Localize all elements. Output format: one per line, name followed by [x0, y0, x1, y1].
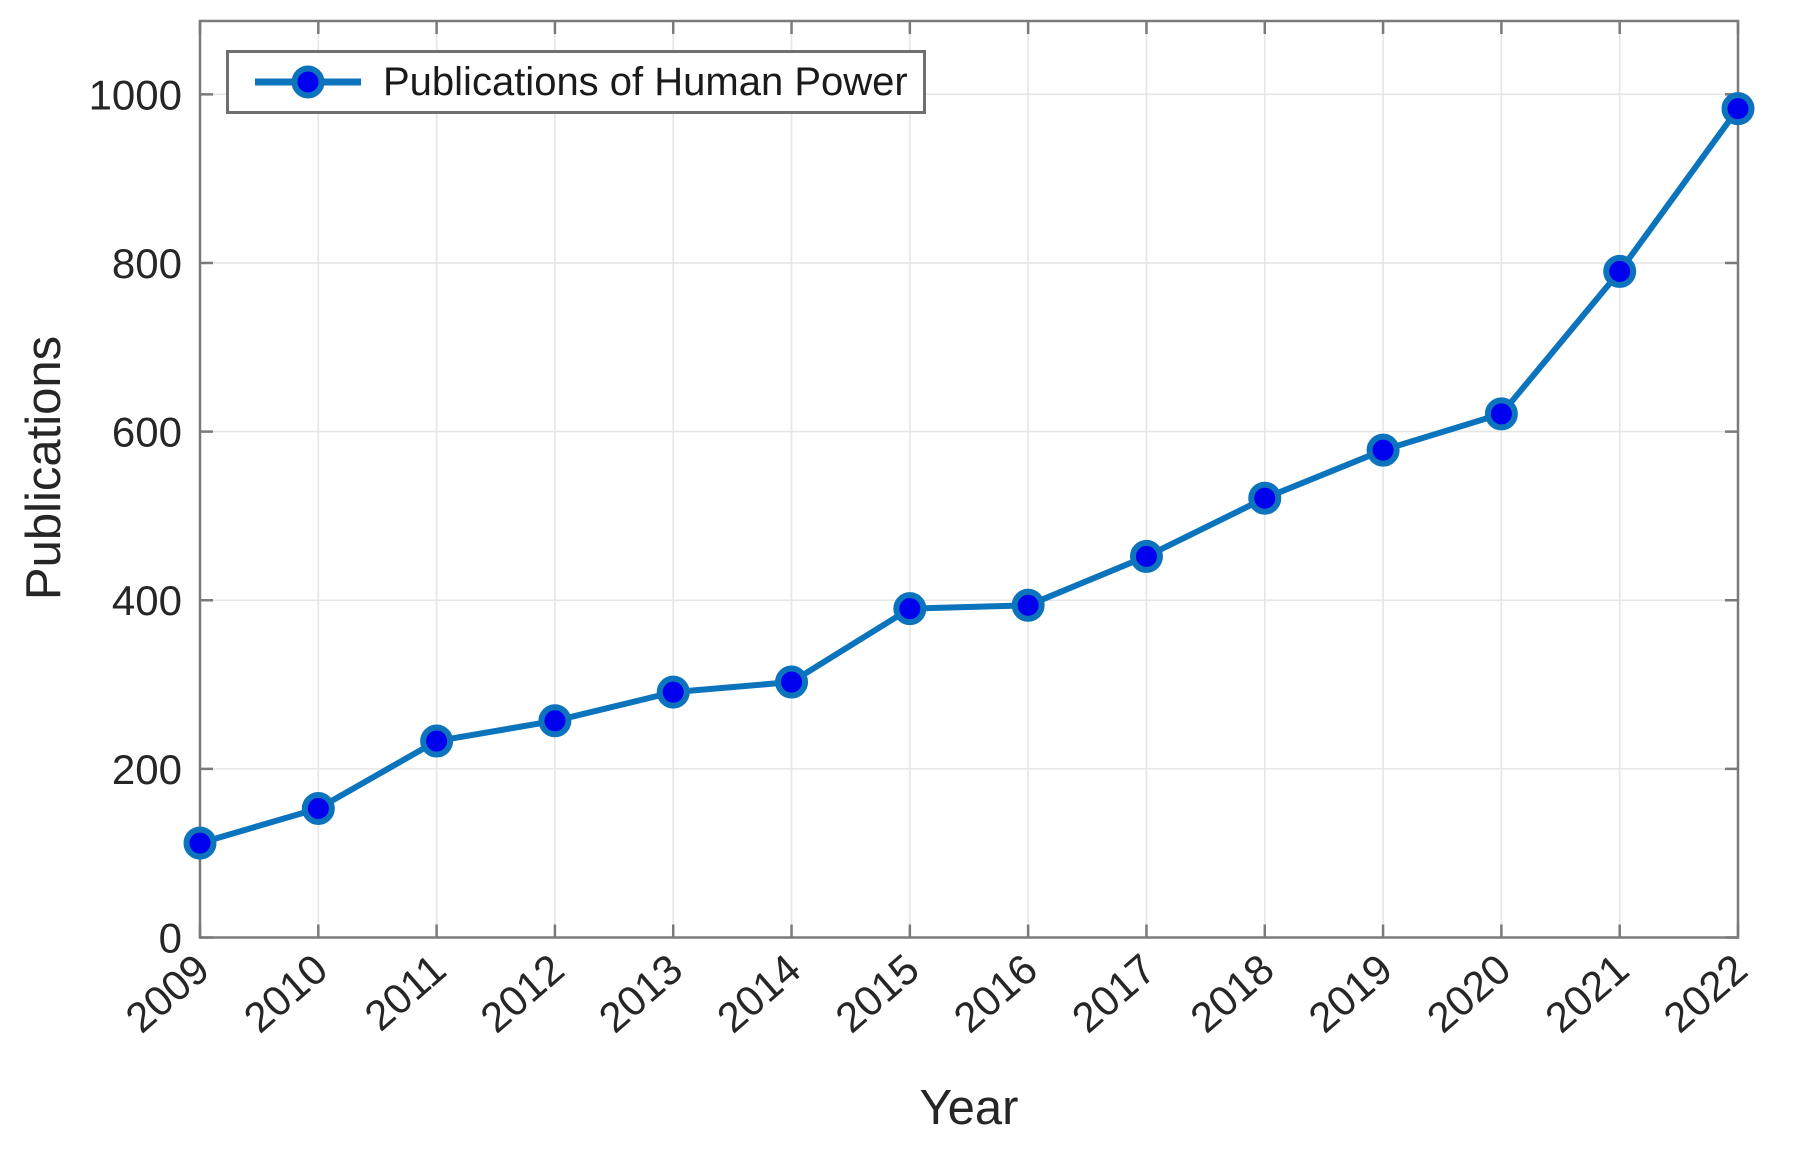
x-tick-label: 2021 [1536, 945, 1637, 1042]
x-tick-label: 2011 [356, 945, 455, 1040]
y-tick-label: 600 [112, 409, 182, 456]
x-tick-label: 2012 [471, 945, 572, 1042]
data-point-marker [301, 791, 335, 825]
x-tick-label: 2017 [1063, 945, 1164, 1042]
legend-label: Publications of Human Power [383, 59, 908, 104]
data-point-marker [1366, 433, 1400, 467]
data-point-marker [656, 675, 690, 709]
y-tick-label: 800 [112, 240, 182, 287]
data-point-marker [538, 704, 572, 738]
x-axis-title: Year [919, 1081, 1019, 1135]
data-point-marker [1129, 539, 1163, 573]
y-tick-label: 400 [112, 577, 182, 624]
axes-box [198, 19, 1740, 939]
series-line [197, 105, 1741, 847]
x-tick-label: 2014 [708, 945, 809, 1042]
x-tick-label: 2015 [826, 945, 927, 1042]
x-tick-label: 2010 [235, 945, 336, 1042]
legend: Publications of Human Power [226, 50, 926, 114]
y-axis-title: Publications [17, 335, 71, 601]
data-point-marker [775, 665, 809, 699]
data-point-marker [1484, 397, 1518, 431]
x-tick-label: 2013 [590, 945, 691, 1042]
y-tick-label: 0 [159, 915, 182, 962]
data-point-marker [893, 592, 927, 626]
y-tick-label: 200 [112, 746, 182, 793]
data-point-marker [1721, 92, 1755, 126]
data-point-marker [183, 826, 217, 860]
data-point-marker [1011, 588, 1045, 622]
x-tick-label: 2016 [945, 945, 1046, 1042]
x-tick-label: 2022 [1655, 945, 1756, 1042]
data-point-marker [1603, 254, 1637, 288]
x-tick-label: 2018 [1181, 945, 1282, 1042]
data-point-marker [420, 724, 454, 758]
x-tick-label: 2019 [1300, 945, 1401, 1042]
x-tick-label: 2020 [1418, 945, 1519, 1042]
legend-line-marker-icon [255, 65, 361, 99]
data-point-marker [1248, 481, 1282, 515]
y-tick-label: 1000 [89, 71, 182, 118]
